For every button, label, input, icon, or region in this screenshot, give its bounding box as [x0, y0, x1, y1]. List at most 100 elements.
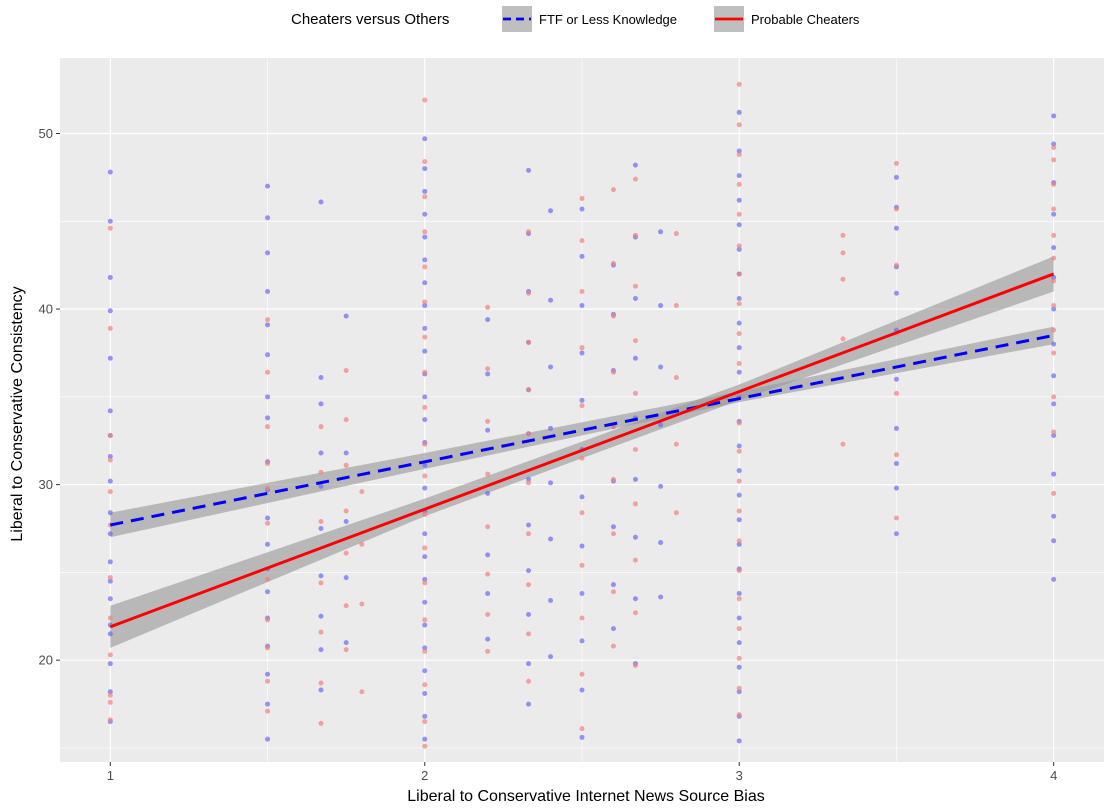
data-point-series-0 — [736, 320, 742, 326]
data-point-series-0 — [658, 422, 664, 428]
data-point-series-0 — [265, 736, 271, 742]
data-point-series-1 — [736, 243, 742, 249]
data-point-series-0 — [318, 687, 324, 693]
data-point-series-0 — [736, 296, 742, 302]
data-point-series-0 — [422, 713, 428, 719]
data-point-series-0 — [265, 322, 271, 328]
data-point-series-1 — [526, 582, 532, 588]
data-point-series-0 — [343, 313, 349, 319]
data-point-series-0 — [107, 689, 113, 695]
data-point-series-1 — [422, 404, 428, 410]
data-point-series-1 — [107, 457, 113, 463]
data-point-series-0 — [485, 490, 491, 496]
data-point-series-0 — [422, 645, 428, 651]
data-point-series-0 — [107, 218, 113, 224]
data-point-series-0 — [893, 531, 899, 537]
data-point-series-0 — [1051, 245, 1057, 251]
data-point-series-1 — [318, 424, 324, 430]
data-point-series-0 — [1051, 513, 1057, 519]
data-point-series-1 — [107, 489, 113, 495]
data-point-series-0 — [422, 736, 428, 742]
data-point-series-0 — [632, 296, 638, 302]
data-point-series-1 — [343, 367, 349, 373]
data-point-series-1 — [1051, 303, 1057, 309]
data-point-series-0 — [107, 478, 113, 484]
data-point-series-1 — [343, 417, 349, 423]
data-point-series-0 — [485, 552, 491, 558]
data-point-series-0 — [579, 494, 585, 500]
data-point-series-1 — [107, 699, 113, 705]
data-point-series-0 — [548, 536, 554, 542]
data-point-series-0 — [107, 169, 113, 175]
data-point-series-1 — [422, 229, 428, 235]
data-point-series-0 — [265, 183, 271, 189]
data-point-series-0 — [658, 483, 664, 489]
data-point-series-1 — [265, 645, 271, 651]
data-point-series-1 — [422, 719, 428, 725]
data-point-series-0 — [343, 640, 349, 646]
data-point-series-1 — [485, 304, 491, 310]
data-point-series-0 — [265, 394, 271, 400]
data-point-series-0 — [485, 636, 491, 642]
data-point-series-1 — [422, 511, 428, 517]
data-point-series-0 — [579, 303, 585, 309]
data-point-series-1 — [526, 339, 532, 345]
data-point-series-1 — [526, 678, 532, 684]
data-point-series-1 — [107, 652, 113, 658]
data-point-series-0 — [422, 303, 428, 309]
data-point-series-1 — [422, 648, 428, 654]
data-point-series-1 — [359, 489, 365, 495]
data-point-series-1 — [632, 338, 638, 344]
data-point-series-0 — [526, 661, 532, 667]
data-point-series-0 — [632, 534, 638, 540]
data-point-series-0 — [107, 510, 113, 516]
data-point-series-1 — [579, 403, 585, 409]
data-point-series-1 — [107, 432, 113, 438]
data-point-series-1 — [736, 655, 742, 661]
data-point-series-0 — [526, 701, 532, 707]
data-point-series-1 — [893, 262, 899, 268]
data-point-series-0 — [318, 375, 324, 381]
data-point-series-0 — [736, 246, 742, 252]
data-point-series-1 — [485, 648, 491, 654]
data-point-series-0 — [265, 701, 271, 707]
data-point-series-0 — [548, 208, 554, 214]
data-point-series-1 — [1051, 429, 1057, 435]
data-point-series-0 — [736, 173, 742, 179]
data-point-series-0 — [422, 394, 428, 400]
data-point-series-0 — [736, 541, 742, 547]
data-point-series-0 — [343, 450, 349, 456]
data-point-series-1 — [736, 448, 742, 454]
data-point-series-0 — [736, 492, 742, 498]
data-point-series-1 — [485, 524, 491, 530]
data-point-series-0 — [485, 317, 491, 323]
data-point-series-0 — [736, 443, 742, 449]
data-point-series-0 — [1051, 341, 1057, 347]
data-point-series-0 — [736, 468, 742, 474]
data-point-series-0 — [1051, 432, 1057, 438]
data-point-series-0 — [318, 647, 324, 653]
data-point-series-1 — [422, 369, 428, 375]
data-point-series-1 — [526, 387, 532, 393]
data-point-series-0 — [343, 518, 349, 524]
data-point-series-0 — [579, 590, 585, 596]
data-point-series-0 — [736, 664, 742, 670]
data-point-series-0 — [422, 691, 428, 697]
data-point-series-1 — [893, 452, 899, 458]
data-point-series-1 — [526, 531, 532, 537]
data-point-series-1 — [422, 441, 428, 447]
data-point-series-1 — [343, 603, 349, 609]
data-point-series-1 — [610, 589, 616, 595]
data-point-series-0 — [1051, 113, 1057, 119]
data-point-series-1 — [736, 301, 742, 307]
x-tick-label: 3 — [736, 768, 743, 783]
data-point-series-0 — [736, 222, 742, 228]
data-point-series-0 — [318, 573, 324, 579]
data-point-series-0 — [548, 425, 554, 431]
data-point-series-1 — [265, 317, 271, 323]
data-point-series-0 — [265, 415, 271, 421]
data-point-series-1 — [1051, 394, 1057, 400]
data-point-series-1 — [736, 478, 742, 484]
data-point-series-1 — [422, 264, 428, 270]
data-point-series-1 — [736, 331, 742, 337]
